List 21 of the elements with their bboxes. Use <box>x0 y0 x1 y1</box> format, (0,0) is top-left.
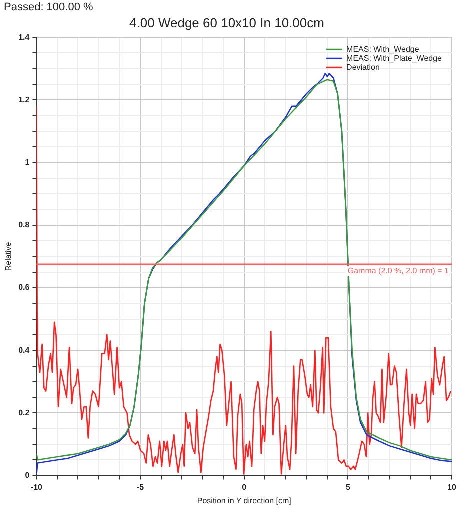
x-tick-label: 5 <box>346 482 351 492</box>
y-axis-title: Relative <box>4 242 14 272</box>
y-tick-label: 1 <box>25 158 30 168</box>
x-tick-label: 10 <box>448 482 457 492</box>
x-tick-label: -5 <box>136 482 145 492</box>
y-tick-label: 0.8 <box>18 220 30 230</box>
y-tick-label: 1.4 <box>18 32 30 42</box>
y-tick-label: 0.4 <box>18 346 30 355</box>
chart-title: 4.00 Wedge 60 10x10 In 10.00cm <box>130 15 324 30</box>
x-axis-title: Position in Y direction [cm] <box>197 496 292 506</box>
text: Passed: 100.00 % <box>4 2 94 14</box>
y-tick-label: 0.6 <box>18 283 30 292</box>
legend-label: MEAS: With_Plate_Wedge <box>346 54 443 63</box>
legend-label: MEAS: With_Wedge <box>346 44 420 54</box>
x-tick-label: -10 <box>30 482 44 492</box>
ref-line-label: Gamma (2.0 %, 2.0 mm) = 1 <box>348 266 450 276</box>
legend-label: Deviation <box>346 62 380 72</box>
y-tick-label: 0 <box>25 471 30 480</box>
x-tick-label: 0 <box>242 482 248 492</box>
y-tick-label: 1.2 <box>18 95 30 104</box>
y-tick-label: 0.2 <box>18 408 30 418</box>
